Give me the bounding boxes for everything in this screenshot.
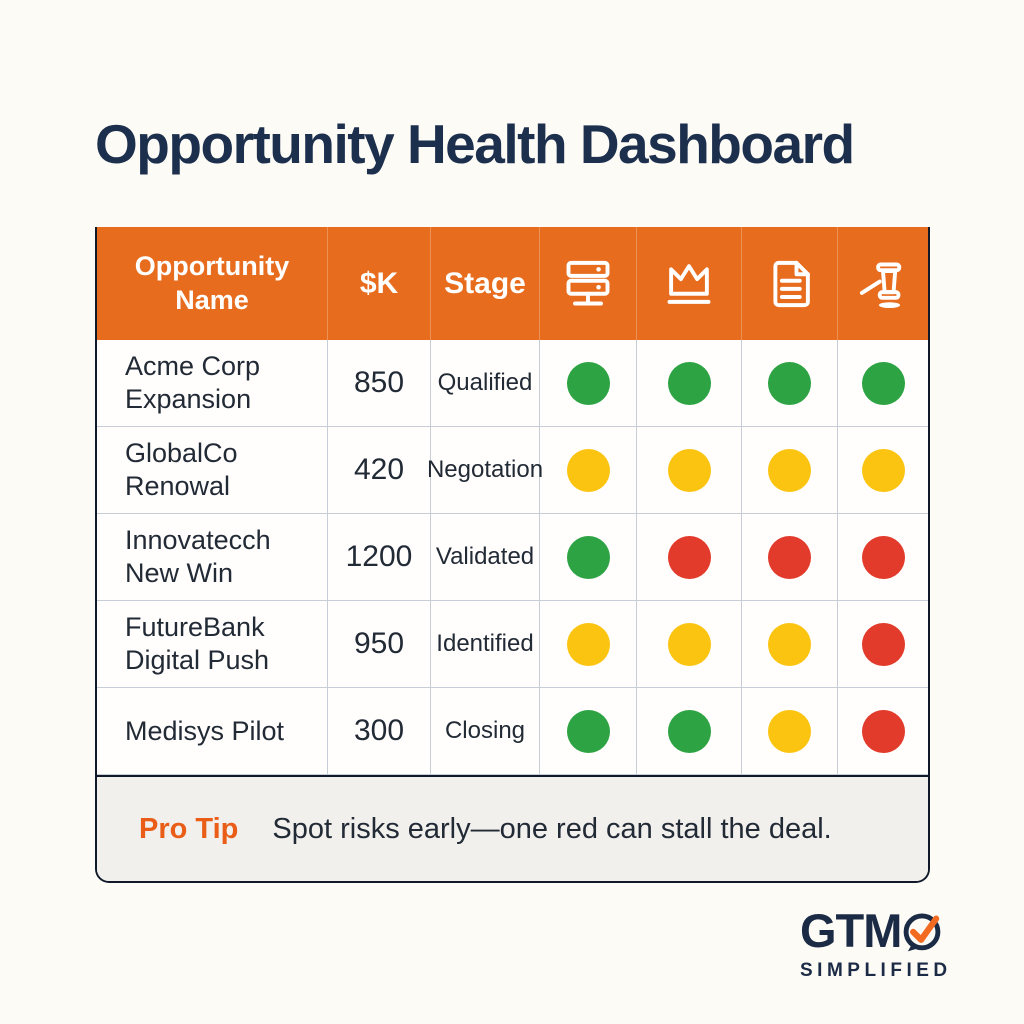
health-cell bbox=[838, 601, 928, 688]
health-dot bbox=[566, 622, 610, 666]
crown-icon bbox=[667, 263, 711, 304]
health-cell bbox=[540, 514, 637, 601]
table-row: GlobalCo Renowal 420 Negotation bbox=[97, 427, 928, 514]
logo-brand-text: GTM bbox=[800, 904, 902, 957]
column-header-stage: Stage bbox=[431, 227, 540, 340]
health-dot bbox=[768, 709, 811, 753]
health-dot bbox=[768, 448, 811, 492]
column-header-decision bbox=[838, 227, 928, 340]
opportunity-name: Innovatecch New Win bbox=[97, 514, 328, 601]
opportunity-name: GlobalCo Renowal bbox=[97, 427, 328, 514]
page-title: Opportunity Health Dashboard bbox=[95, 113, 855, 175]
column-header-paperwork bbox=[742, 227, 838, 340]
stage: Identified bbox=[431, 601, 540, 688]
stage: Qualified bbox=[431, 340, 540, 427]
health-cell bbox=[742, 601, 838, 688]
opportunity-name: Acme Corp Expansion bbox=[97, 340, 328, 427]
pro-tip-label: Pro Tip bbox=[139, 812, 239, 845]
health-dot bbox=[667, 535, 711, 579]
health-cell bbox=[540, 340, 637, 427]
amount-k: 950 bbox=[328, 601, 431, 688]
health-cell bbox=[742, 427, 838, 514]
health-cell bbox=[540, 427, 637, 514]
health-cell bbox=[838, 514, 928, 601]
health-cell bbox=[838, 340, 928, 427]
health-cell bbox=[742, 514, 838, 601]
logo-subtitle: SIMPLIFIED bbox=[800, 960, 952, 981]
document-icon bbox=[772, 260, 810, 307]
table-row: Medisys Pilot 300 Closing bbox=[97, 688, 928, 775]
health-dot bbox=[566, 709, 610, 753]
health-dot bbox=[667, 709, 711, 753]
health-dot bbox=[861, 709, 905, 753]
health-dot bbox=[566, 448, 610, 492]
health-dot bbox=[667, 361, 711, 405]
column-header-amount: $K bbox=[328, 227, 431, 340]
amount-k: 300 bbox=[328, 688, 431, 775]
health-cell bbox=[637, 514, 742, 601]
table-header-row: Opportunity Name $K Stage bbox=[97, 227, 928, 340]
stage: Validated bbox=[431, 514, 540, 601]
opportunity-name: Medisys Pilot bbox=[97, 688, 328, 775]
health-cell bbox=[637, 601, 742, 688]
health-dot bbox=[566, 361, 610, 405]
health-cell bbox=[637, 427, 742, 514]
health-cell bbox=[637, 340, 742, 427]
table-row: FutureBank Digital Push 950 Identified bbox=[97, 601, 928, 688]
opportunity-health-table: Opportunity Name $K Stage bbox=[95, 227, 930, 883]
amount-k: 420 bbox=[328, 427, 431, 514]
health-dot bbox=[861, 535, 905, 579]
pro-tip-bar: Pro Tip Spot risks early—one red can sta… bbox=[97, 775, 928, 881]
server-icon bbox=[566, 260, 610, 305]
gavel-icon bbox=[859, 262, 902, 308]
amount-k: 850 bbox=[328, 340, 431, 427]
health-dot bbox=[768, 361, 811, 405]
health-dot bbox=[861, 448, 905, 492]
health-dot bbox=[768, 535, 811, 579]
pro-tip-text: Spot risks early—one red can stall the d… bbox=[272, 812, 832, 845]
opportunity-name: FutureBank Digital Push bbox=[97, 601, 328, 688]
column-header-opportunity-name: Opportunity Name bbox=[97, 227, 328, 340]
column-header-tech bbox=[540, 227, 637, 340]
table-row: Acme Corp Expansion 850 Qualified bbox=[97, 340, 928, 427]
health-cell bbox=[742, 340, 838, 427]
table-row: Innovatecch New Win 1200 Validated bbox=[97, 514, 928, 601]
health-dot bbox=[667, 622, 711, 666]
column-header-champion bbox=[637, 227, 742, 340]
health-cell bbox=[540, 601, 637, 688]
stage: Closing bbox=[431, 688, 540, 775]
health-dot bbox=[861, 361, 905, 405]
logo-wordmark: GTM bbox=[800, 903, 980, 958]
amount-k: 1200 bbox=[328, 514, 431, 601]
gtm-simplified-logo: GTM SIMPLIFIED bbox=[800, 903, 980, 982]
health-cell bbox=[838, 427, 928, 514]
stage: Negotation bbox=[427, 427, 543, 514]
health-dot bbox=[667, 448, 711, 492]
health-cell bbox=[838, 688, 928, 775]
health-cell bbox=[742, 688, 838, 775]
health-dot bbox=[566, 535, 610, 579]
health-dot bbox=[768, 622, 811, 666]
check-circle-icon bbox=[904, 913, 941, 951]
health-cell bbox=[540, 688, 637, 775]
health-cell bbox=[637, 688, 742, 775]
health-dot bbox=[861, 622, 905, 666]
